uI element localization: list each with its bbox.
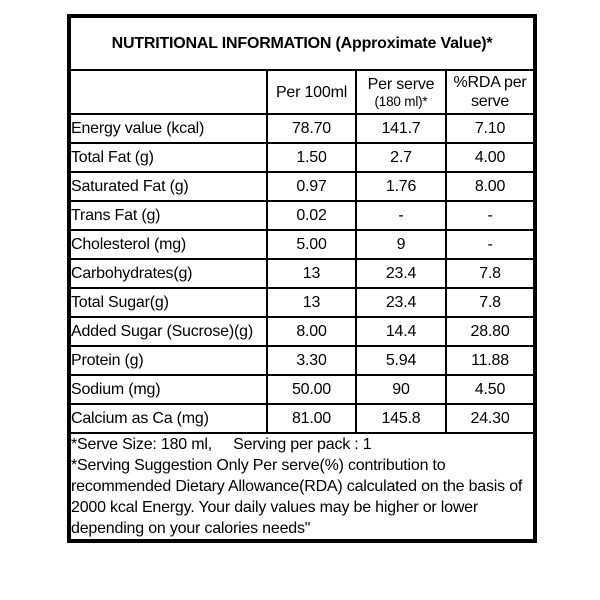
table-row-total-sugar: Total Sugar(g) 13 23.4 7.8 <box>68 287 537 318</box>
header-per-serve-line2: (180 ml)* <box>374 93 428 109</box>
nutrient-label: Carbohydrates(g) <box>68 258 268 289</box>
table-row-saturated-fat: Saturated Fat (g) 0.97 1.76 8.00 <box>68 171 537 202</box>
nutrition-label: NUTRITIONAL INFORMATION (Approximate Val… <box>67 14 538 543</box>
header-per-serve-line1: Per serve <box>367 75 435 93</box>
footnote-disclaimer: *Serving Suggestion Only Per serve(%) co… <box>71 457 523 537</box>
table-row-trans-fat: Trans Fat (g) 0.02 - - <box>68 200 537 231</box>
nutrient-label: Cholesterol (mg) <box>68 229 268 260</box>
value-per-serve: 23.4 <box>355 287 447 318</box>
value-rda: 11.88 <box>444 345 537 376</box>
table-row-calcium: Calcium as Ca (mg) 81.00 145.8 24.30 <box>68 403 537 434</box>
table-row-energy: Energy value (kcal) 78.70 141.7 7.10 <box>68 113 537 144</box>
nutrient-label: Calcium as Ca (mg) <box>68 403 268 434</box>
value-per-100ml: 13 <box>266 258 357 289</box>
nutrient-label: Protein (g) <box>68 345 268 376</box>
value-per-serve: 9 <box>355 229 447 260</box>
value-rda: 24.30 <box>444 403 537 434</box>
value-per-serve: 2.7 <box>355 142 447 173</box>
nutrition-table: NUTRITIONAL INFORMATION (Approximate Val… <box>67 14 538 543</box>
footnote-row: *Serve Size: 180 ml, Serving per pack : … <box>67 432 537 542</box>
value-per-serve: 23.4 <box>355 258 447 289</box>
header-per-100ml: Per 100ml <box>266 69 357 115</box>
column-header-row: Per 100ml Per serve (180 ml)* %RDA per s… <box>68 69 537 115</box>
value-rda: 7.10 <box>444 113 537 144</box>
value-per-100ml: 8.00 <box>266 316 357 347</box>
value-per-100ml: 0.97 <box>266 171 357 202</box>
table-row-added-sugar: Added Sugar (Sucrose)(g) 8.00 14.4 28.80 <box>68 316 537 347</box>
value-rda: 8.00 <box>444 171 537 202</box>
value-per-100ml: 0.02 <box>266 200 357 231</box>
nutrient-label: Total Fat (g) <box>68 142 268 173</box>
header-rda-line1: %RDA per <box>453 74 527 91</box>
value-per-serve: 1.76 <box>355 171 447 202</box>
value-rda: - <box>444 200 537 231</box>
value-per-100ml: 3.30 <box>266 345 357 376</box>
nutrient-label: Total Sugar(g) <box>68 287 268 318</box>
footnote-serve-size: *Serve Size: 180 ml, Serving per pack : … <box>71 436 372 453</box>
value-per-serve: 145.8 <box>355 403 447 434</box>
value-rda: - <box>444 229 537 260</box>
header-rda-line2: serve <box>470 93 510 110</box>
header-per-serve: Per serve (180 ml)* <box>355 69 447 115</box>
value-per-100ml: 13 <box>266 287 357 318</box>
value-rda: 4.50 <box>444 374 537 405</box>
nutrient-label: Trans Fat (g) <box>68 200 268 231</box>
value-rda: 28.80 <box>444 316 537 347</box>
footnotes: *Serve Size: 180 ml, Serving per pack : … <box>67 432 537 542</box>
table-row-cholesterol: Cholesterol (mg) 5.00 9 - <box>68 229 537 260</box>
value-per-100ml: 50.00 <box>266 374 357 405</box>
value-per-serve: 5.94 <box>355 345 447 376</box>
table-row-carbohydrates: Carbohydrates(g) 13 23.4 7.8 <box>68 258 537 289</box>
title-row: NUTRITIONAL INFORMATION (Approximate Val… <box>67 15 537 71</box>
header-rda-per-serve: %RDA per serve <box>444 69 537 115</box>
value-per-100ml: 1.50 <box>266 142 357 173</box>
nutrient-label: Energy value (kcal) <box>68 113 268 144</box>
value-per-serve: 14.4 <box>355 316 447 347</box>
value-per-serve: 90 <box>355 374 447 405</box>
table-row-sodium: Sodium (mg) 50.00 90 4.50 <box>68 374 537 405</box>
table-title: NUTRITIONAL INFORMATION (Approximate Val… <box>67 15 537 71</box>
header-empty-cell <box>68 69 268 115</box>
nutrient-label: Added Sugar (Sucrose)(g) <box>68 316 268 347</box>
value-rda: 7.8 <box>444 258 537 289</box>
value-per-100ml: 5.00 <box>266 229 357 260</box>
value-rda: 4.00 <box>444 142 537 173</box>
table-row-total-fat: Total Fat (g) 1.50 2.7 4.00 <box>68 142 537 173</box>
nutrient-label: Sodium (mg) <box>68 374 268 405</box>
value-per-100ml: 81.00 <box>266 403 357 434</box>
value-per-serve: 141.7 <box>355 113 447 144</box>
value-rda: 7.8 <box>444 287 537 318</box>
value-per-serve: - <box>355 200 447 231</box>
table-row-protein: Protein (g) 3.30 5.94 11.88 <box>68 345 537 376</box>
nutrient-label: Saturated Fat (g) <box>68 171 268 202</box>
value-per-100ml: 78.70 <box>266 113 357 144</box>
